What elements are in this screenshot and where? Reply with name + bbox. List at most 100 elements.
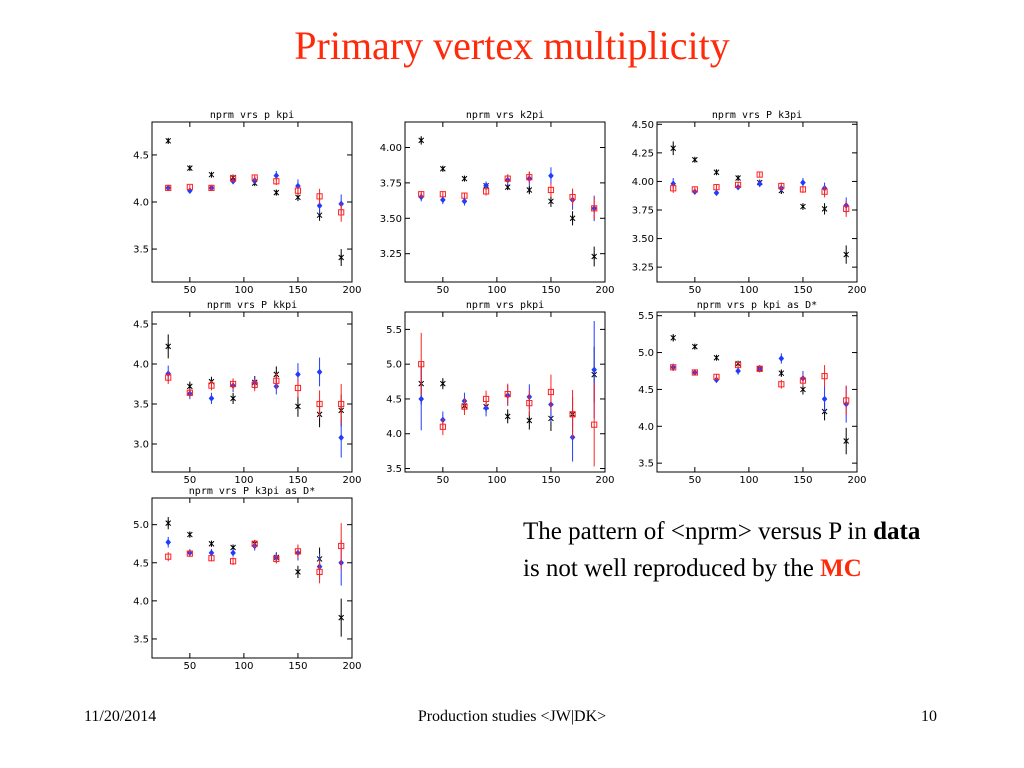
y-tick-label: 5.5 <box>386 325 402 336</box>
mc-point-square <box>316 193 323 200</box>
mc-point-square <box>843 397 850 404</box>
data-point-star <box>295 403 301 410</box>
chart-title: nprm vrs pkpi <box>466 300 544 311</box>
mc-point-square <box>273 178 280 185</box>
plot-frame <box>151 497 353 659</box>
mc-point-square <box>165 553 172 560</box>
mc-point-square <box>273 377 280 384</box>
mc-point-diamond <box>208 549 215 557</box>
data-point-star <box>800 386 806 393</box>
mc-point-diamond <box>440 196 446 204</box>
mc-point-square <box>229 380 237 388</box>
mc-point-square <box>504 390 511 398</box>
y-tick-label: 4.00 <box>380 143 402 154</box>
plot-frame <box>404 311 606 473</box>
x-tick-label: 150 <box>541 285 560 294</box>
mc-point-square <box>461 192 468 199</box>
x-tick-label: 50 <box>183 285 196 294</box>
mc-point-square <box>843 205 850 212</box>
data-point-star <box>230 395 236 402</box>
mc-point-square <box>251 381 258 388</box>
mc-point-square <box>821 373 828 380</box>
y-tick-label: 3.5 <box>133 400 149 411</box>
x-tick-label: 150 <box>541 475 560 484</box>
x-tick-label: 200 <box>595 285 614 294</box>
data-point-star <box>526 417 533 424</box>
data-point-star <box>670 334 677 341</box>
y-tick-label: 3.50 <box>380 214 402 225</box>
plot-nprm-vs-pkpi: nprm vrs pkpi 50 100 150 200 3.5 4.0 4.5 5.0 5.5 <box>365 298 621 484</box>
mc-point-square <box>734 181 742 188</box>
data-point-star <box>186 531 193 538</box>
plot-nprm-vs-P-k3pi-as-dstar: nprm vrs P k3pi as D* 50 100 150 200 3.5 4.0 4.… <box>112 484 368 670</box>
mc-point-square <box>208 555 215 562</box>
y-tick-label: 4.0 <box>133 198 149 209</box>
mc-point-square <box>526 174 533 181</box>
mc-point-diamond <box>418 395 425 403</box>
mc-point-square <box>251 540 258 547</box>
mc-point-square <box>691 186 698 193</box>
data-point-star <box>208 540 215 547</box>
data-point-star <box>295 568 301 575</box>
y-tick-label: 4.50 <box>632 120 654 131</box>
mc-point-square <box>208 184 215 191</box>
y-tick-label: 5.0 <box>386 360 402 371</box>
plot-frame <box>404 121 606 283</box>
data-point-star <box>670 145 677 152</box>
chart-title: nprm vrs k2pi <box>466 110 544 121</box>
y-tick-label: 3.0 <box>133 440 149 451</box>
caption-part1: The pattern of <nprm> versus P in <box>523 518 874 545</box>
mc-point-square <box>799 377 807 384</box>
data-point-star <box>526 186 533 193</box>
x-tick-label: 200 <box>342 475 361 484</box>
mc-point-square <box>294 187 302 194</box>
mc-point-square <box>482 395 490 403</box>
slide-title: Primary vertex multiplicity <box>294 23 730 68</box>
x-tick-label: 50 <box>688 285 701 294</box>
chart-title: nprm vrs P kkpi <box>207 300 297 311</box>
data-point-star <box>338 254 345 261</box>
mc-point-square <box>713 373 720 380</box>
mc-point-square <box>778 381 785 388</box>
data-point-star <box>186 165 193 172</box>
mc-point-diamond <box>295 371 301 378</box>
mc-point-square <box>208 382 215 389</box>
mc-point-square <box>670 185 677 192</box>
mc-point-square <box>316 568 323 576</box>
mc-point-square <box>821 188 828 195</box>
y-tick-label: 3.50 <box>632 234 654 245</box>
y-tick-label: 4.0 <box>638 422 654 433</box>
data-point-star <box>821 205 828 212</box>
data-point-star <box>591 253 598 260</box>
x-tick-label: 100 <box>234 475 253 484</box>
mc-point-square <box>338 209 345 216</box>
x-tick-label: 100 <box>234 661 253 670</box>
mc-point-diamond <box>713 189 720 197</box>
mc-point-square <box>273 555 280 563</box>
mc-point-square <box>338 542 345 550</box>
x-tick-label: 150 <box>288 661 307 670</box>
x-tick-label: 50 <box>183 475 196 484</box>
mc-point-square <box>229 175 237 182</box>
x-tick-label: 200 <box>342 285 361 294</box>
mc-point-square <box>799 186 807 193</box>
mc-point-diamond <box>800 179 806 186</box>
x-tick-label: 100 <box>487 285 506 294</box>
y-tick-label: 3.25 <box>632 263 654 274</box>
data-point-star <box>338 614 345 621</box>
y-tick-label: 4.5 <box>133 320 149 331</box>
mc-point-square <box>461 403 468 410</box>
data-point-star <box>208 171 215 178</box>
mc-point-square <box>713 184 720 191</box>
mc-point-square <box>229 558 237 565</box>
data-point-star <box>165 520 172 527</box>
data-point-star <box>713 169 720 176</box>
data-point-star <box>418 137 425 144</box>
data-point-star <box>800 203 806 210</box>
y-tick-label: 3.25 <box>380 249 402 260</box>
mc-point-square <box>569 411 576 418</box>
mc-point-square <box>186 550 193 557</box>
plot-nprm-vs-k2pi: nprm vrs k2pi 50 100 150 200 3.25 3.50 3.75 4.00 <box>365 108 621 294</box>
chart-title: nprm vrs P k3pi as D* <box>189 486 315 497</box>
mc-point-square <box>251 174 258 181</box>
